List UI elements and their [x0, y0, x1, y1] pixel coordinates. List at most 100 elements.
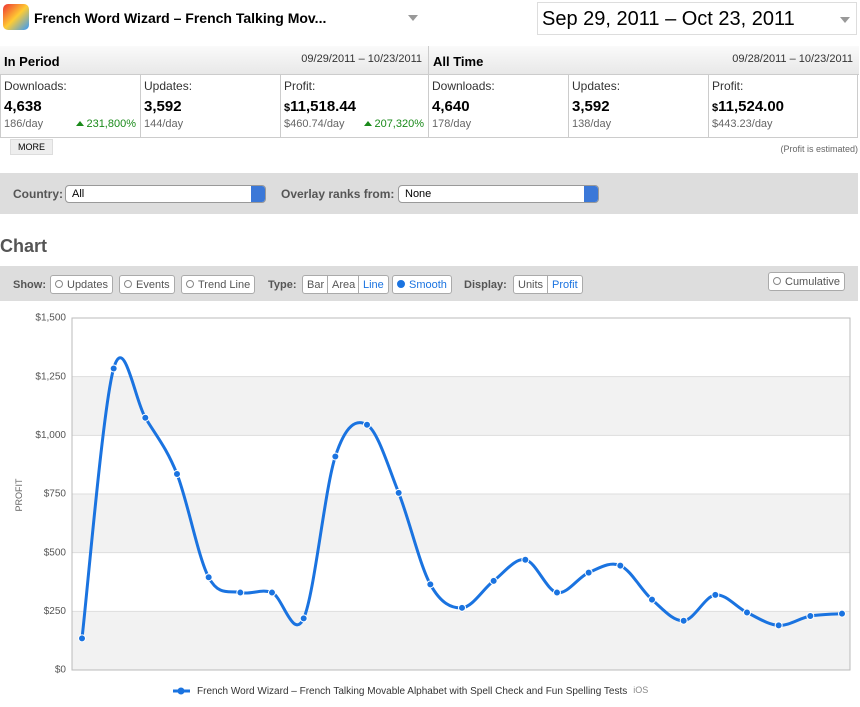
y-tick-label: $1,500	[35, 313, 66, 324]
data-point	[521, 555, 530, 564]
data-point	[426, 580, 435, 589]
data-point	[109, 364, 118, 373]
stat-per-day: $443.23/day	[712, 118, 773, 130]
display-profit[interactable]: Profit	[547, 275, 583, 294]
currency: $	[712, 102, 719, 114]
currency: $	[284, 102, 291, 114]
stat-cell: Profit: $11,524.00 $443.23/day	[708, 74, 858, 138]
data-point	[711, 590, 720, 599]
stat-cell: Updates: 3,592 138/day	[568, 74, 709, 138]
stat-per-day: 138/day	[572, 118, 612, 130]
more-button[interactable]: MORE	[10, 139, 53, 155]
y-tick-label: $250	[44, 606, 67, 617]
date-dropdown	[840, 17, 850, 28]
overlay-select[interactable]: None	[398, 185, 599, 203]
in-period-header: In Period 09/29/2011 – 10/23/2011	[0, 46, 428, 75]
data-point	[331, 452, 340, 461]
country-select[interactable]: All	[65, 185, 266, 203]
y-axis-label: PROFIT	[14, 478, 24, 512]
data-point	[268, 588, 276, 597]
stat-per-day: 178/day	[432, 118, 472, 130]
section-dates: 09/28/2011 – 10/23/2011	[732, 53, 853, 65]
data-point	[838, 609, 846, 618]
data-point	[173, 470, 181, 479]
estimate-note: (Profit is estimated)	[780, 144, 858, 154]
stat-value: $11,518.44	[284, 98, 356, 115]
chart-heading: Chart	[0, 236, 48, 256]
section-title: In Period	[4, 54, 60, 69]
legend-name: French Word Wizard – French Talking Mova…	[197, 686, 627, 697]
stat-cell: Downloads: 4,640 178/day	[428, 74, 569, 138]
stat-cell: Downloads: 4,638 186/day 231,800%	[0, 74, 141, 138]
cumulative-toggle[interactable]: Cumulative	[768, 272, 846, 291]
grid-band	[72, 376, 850, 436]
stat-label: Downloads:	[432, 79, 495, 93]
stat-cell: Profit: $11,518.44 $460.74/day 207,320%	[280, 74, 429, 138]
stat-value: 3,592	[144, 98, 182, 115]
data-point	[584, 568, 593, 577]
stat-value: $11,524.00	[712, 98, 784, 115]
app-title[interactable]: French Word Wizard – French Talking Mov.…	[34, 10, 327, 26]
type-label: Type:	[268, 279, 297, 291]
plot-frame	[71, 317, 851, 671]
stat-value: 4,638	[4, 98, 42, 115]
data-point	[679, 616, 688, 625]
stat-label: Updates:	[572, 79, 621, 93]
data-point	[78, 634, 86, 643]
chart: PROFIT $0 $250 $500 $750 $1,000 $1,250 $1,500 F…	[14, 313, 851, 697]
data-point	[616, 561, 625, 570]
y-tick-label: $750	[44, 489, 67, 500]
stat-cell: Updates: 3,592 144/day	[140, 74, 281, 138]
data-point	[774, 621, 783, 630]
data-point	[553, 588, 561, 597]
data-point	[394, 488, 403, 497]
stat-value: 4,640	[432, 98, 470, 115]
data-point	[299, 614, 308, 623]
stat-label: Downloads:	[4, 79, 67, 93]
date-range: Sep 29, 2011 – Oct 23, 2011	[542, 8, 795, 30]
app-icon[interactable]	[3, 4, 29, 30]
date-picker[interactable]: Sep 29, 2011 – Oct 23, 2011	[537, 2, 857, 35]
stat-value: 3,592	[572, 98, 610, 115]
stat-change: 231,800%	[76, 118, 136, 130]
data-point	[204, 573, 213, 582]
y-tick-label: $500	[44, 547, 67, 558]
smooth-toggle[interactable]: Smooth	[392, 275, 452, 294]
data-point	[141, 413, 150, 422]
data-point	[806, 612, 815, 621]
type-line[interactable]: Line	[358, 275, 389, 294]
data-point	[489, 576, 498, 585]
stat-per-day: 186/day	[4, 118, 44, 130]
grid-band	[72, 494, 850, 553]
type-area[interactable]: Area	[327, 275, 361, 294]
show-trend-line[interactable]: Trend Line	[181, 275, 256, 294]
section-dates: 09/29/2011 – 10/23/2011	[301, 53, 422, 65]
app-dropdown[interactable]	[408, 15, 418, 26]
legend-marker	[177, 687, 185, 695]
show-label: Show:	[13, 279, 46, 291]
amount: 11,518.44	[290, 98, 357, 115]
stat-label: Updates:	[144, 79, 193, 93]
data-point	[236, 588, 245, 597]
data-point	[458, 603, 466, 612]
show-updates[interactable]: Updates	[50, 275, 113, 294]
data-point	[648, 595, 656, 604]
all-time-header: All Time 09/28/2011 – 10/23/2011	[428, 46, 859, 75]
legend-tag: iOS	[633, 685, 648, 695]
stat-per-day: 144/day	[144, 118, 184, 130]
stat-label: Profit:	[284, 79, 316, 93]
section-title: All Time	[433, 54, 484, 69]
legend-label: French Word Wizard – French Talking Mova…	[197, 685, 648, 696]
stat-per-day: $460.74/day	[284, 118, 345, 130]
show-events[interactable]: Events	[119, 275, 175, 294]
type-bar[interactable]: Bar	[302, 275, 330, 294]
amount: 11,524.00	[718, 98, 785, 115]
country-label: Country:	[13, 187, 63, 201]
stat-label: Profit:	[712, 79, 744, 93]
display-units[interactable]: Units	[513, 275, 549, 294]
y-tick-label: $1,000	[35, 430, 66, 441]
y-tick-label: $1,250	[35, 371, 66, 382]
grid-band	[72, 611, 850, 670]
stat-change: 207,320%	[364, 118, 424, 130]
